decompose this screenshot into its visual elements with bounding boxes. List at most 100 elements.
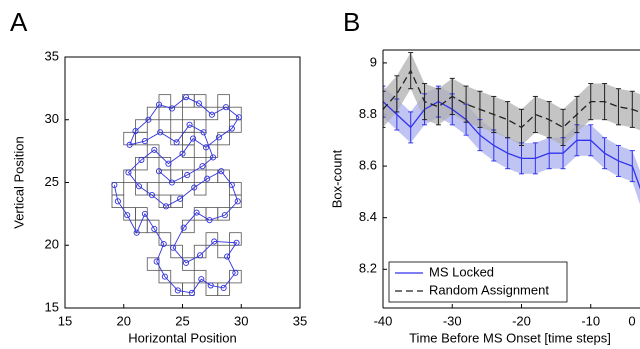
fixation-point <box>126 141 133 148</box>
fixation-point <box>200 129 207 136</box>
y-axis-label: Box-count <box>329 149 344 208</box>
y-tick-label: 15 <box>45 299 59 314</box>
fixation-point <box>215 134 222 141</box>
fixation-point <box>141 210 148 217</box>
fixation-point <box>151 225 158 232</box>
fixation-point <box>111 181 118 189</box>
plot-area <box>383 52 640 205</box>
box-cell <box>146 106 160 121</box>
x-tick-label: 20 <box>117 313 131 328</box>
fixation-point <box>132 127 139 135</box>
fixation-point <box>232 269 239 276</box>
fixation-point <box>197 252 204 259</box>
fixation-point <box>199 163 206 170</box>
fixation-point <box>204 175 211 182</box>
box-cell <box>111 182 125 196</box>
fixation-point <box>174 287 181 294</box>
box-cell <box>135 131 148 146</box>
box-cell <box>217 244 230 259</box>
legend-label: Random Assignment <box>429 282 549 297</box>
box-cell <box>193 119 207 133</box>
x-tick-label: -40 <box>374 313 393 328</box>
fixation-point <box>155 101 163 108</box>
box-cell <box>193 182 207 196</box>
x-tick-label: 25 <box>175 313 189 328</box>
box-cell <box>146 257 160 271</box>
box-cell <box>146 144 160 158</box>
fixation-point <box>168 179 175 186</box>
x-tick-label: -20 <box>512 313 531 328</box>
legend-box <box>388 261 568 303</box>
fixation-point <box>168 105 175 112</box>
fixation-point <box>186 121 193 128</box>
series-line <box>383 100 640 190</box>
fixation-point <box>125 169 132 176</box>
y-tick-label: 8.2 <box>359 261 377 276</box>
fixation-point <box>218 168 225 175</box>
fixation-point <box>182 259 190 266</box>
y-tick-label: 25 <box>45 174 59 189</box>
trajectory <box>113 96 240 294</box>
fixation-point <box>220 284 227 291</box>
box-cell <box>182 219 195 234</box>
box-cell <box>158 169 172 183</box>
box-cell <box>158 269 172 284</box>
error-band <box>383 52 640 146</box>
box-cell <box>170 131 183 146</box>
fixation-point <box>224 253 231 260</box>
y-tick-label: 9 <box>370 54 377 69</box>
fixation-point <box>124 212 131 219</box>
fixation-point <box>177 195 184 202</box>
fixation-point <box>160 240 167 248</box>
panel-label: A <box>10 7 28 37</box>
box-cell <box>135 207 148 221</box>
y-tick-label: 30 <box>45 111 59 126</box>
box-cell <box>111 194 125 209</box>
panel-label: B <box>343 7 360 37</box>
x-tick-label: 0 <box>628 313 635 328</box>
fixation-point <box>233 239 240 246</box>
box-cell <box>217 282 230 296</box>
x-axis-label: Horizontal Position <box>128 330 236 345</box>
fixation-point <box>222 104 230 111</box>
y-tick-label: 8.6 <box>359 158 377 173</box>
fixation-point <box>235 114 242 121</box>
legend-label: MS Locked <box>429 264 494 279</box>
fixation-point <box>170 244 177 251</box>
fixation-point <box>138 156 145 163</box>
x-tick-label: -10 <box>581 313 600 328</box>
y-tick-label: 8.8 <box>359 106 377 121</box>
x-tick-label: 35 <box>293 313 307 328</box>
series-line <box>383 69 640 129</box>
box-cell <box>135 182 148 196</box>
fixation-point <box>228 181 235 189</box>
fixation-point <box>190 135 197 142</box>
x-tick-label: 15 <box>58 313 72 328</box>
fixation-point <box>207 282 214 289</box>
box-cell <box>193 269 207 284</box>
fixation-point <box>198 276 205 283</box>
fixation-point <box>173 139 180 146</box>
fixation-point <box>208 111 215 118</box>
fixation-point <box>155 168 163 175</box>
x-tick-label: -30 <box>443 313 462 328</box>
box-cell <box>182 131 195 146</box>
box-cell <box>146 219 160 234</box>
fixation-point <box>161 273 168 280</box>
fixation-point <box>157 129 164 136</box>
box-cell <box>170 244 183 259</box>
box-cell <box>217 207 230 221</box>
fixation-point <box>153 258 160 265</box>
fixation-point <box>202 144 210 151</box>
box-cell <box>158 232 172 246</box>
box-cell <box>205 106 219 121</box>
box-cell <box>182 282 195 296</box>
fixation-point <box>184 171 191 179</box>
fixation-point <box>114 198 121 205</box>
fixation-point <box>179 150 186 157</box>
fixation-point <box>180 224 187 231</box>
fixation-point <box>188 289 195 296</box>
box-cell <box>205 144 219 158</box>
fixation-point <box>151 146 158 153</box>
